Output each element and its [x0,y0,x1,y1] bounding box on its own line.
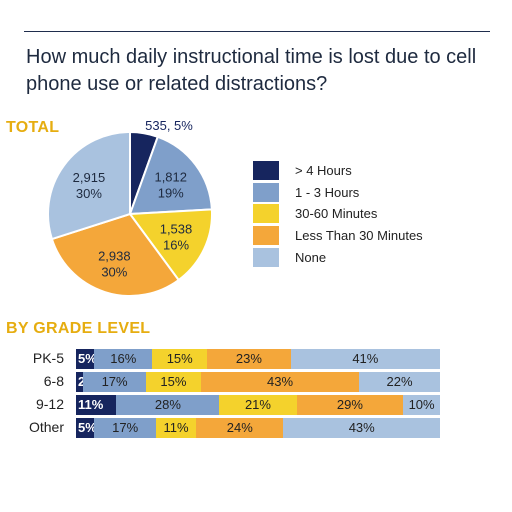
bar-track: 11% 28% 21% 29% 10% [76,395,440,415]
pie-label-pct: 30% [101,264,127,279]
bar-category-label: 9-12 [35,396,64,412]
bar-track: 2% 17% 15% 43% 22% [76,372,440,392]
bar-track: 5% 17% 11% 24% 43% [76,418,440,438]
bar-segment: 5% [76,349,97,369]
bar-row-6-8: 6-8 2% 17% 15% 43% 22% [0,372,512,392]
bar-segment: 15% [152,349,208,369]
bar-segment: 24% [196,418,284,438]
bar-track: 5% 16% 15% 23% 41% [76,349,440,369]
bar-segment-label: 17% [101,374,128,389]
bar-segment-label: 16% [110,351,137,366]
bar-segment-label: 15% [160,374,187,389]
bar-row-9-12: 9-12 11% 28% 21% 29% 10% [0,395,512,415]
bar-segment: 43% [283,418,440,438]
bar-segment: 5% [76,418,97,438]
bar-segment: 10% [403,395,440,415]
bar-category-label: Other [28,419,64,435]
bar-segment-label: 21% [244,397,271,412]
bar-segment-label: 11% [163,420,189,435]
bar-segment: 15% [145,372,201,392]
bar-segment-label: 28% [154,397,181,412]
legend-swatch [253,204,279,224]
pie-slice-30-60-minutes [128,208,213,282]
bar-category-label: 6-8 [43,373,64,389]
legend: > 4 Hours 1 - 3 Hours 30-60 Minutes Less Th… [253,160,423,268]
legend-label: > 4 Hours [295,163,352,179]
bar-segment-label: 43% [267,374,294,389]
bar-segment-label: 23% [235,351,262,366]
legend-label: Less Than 30 Minutes [295,228,423,244]
legend-swatch [253,226,279,246]
bar-segment: 17% [94,418,157,438]
bar-segment-label: 15% [166,351,193,366]
pie-label-count: 2,938 [98,248,131,263]
bar-segment: 2% [76,372,97,392]
legend-swatch [253,182,279,202]
bar-segment: 11% [76,395,117,415]
bar-segment: 17% [83,372,146,392]
bar-segment: 21% [219,395,297,415]
bar-segment: 28% [116,395,220,415]
legend-item: > 4 Hours [253,160,423,182]
pie-label-text: 535, 5% [145,118,193,133]
bar-row-other: Other 5% 17% 11% 24% 43% [0,418,512,438]
bar-segment-label: 43% [348,420,375,435]
bar-segment: 43% [200,372,360,392]
bar-segment-label: 5% [78,351,97,366]
bar-segment-label: 11% [78,397,104,412]
bar-segment-label: 17% [112,420,139,435]
title-rule [24,31,490,32]
pie-label-count: 1,812 [154,170,187,185]
bar-segment-label: 5% [78,420,97,435]
chart-title: How much daily instructional time is los… [26,46,477,95]
bar-segment: 23% [207,349,291,369]
legend-label: None [295,249,327,265]
bar-segment: 16% [94,349,153,369]
legend-swatch [253,247,279,267]
bar-row-pk-5: PK-5 5% 16% 15% 23% 41% [0,349,512,369]
legend-item: 1 - 3 Hours [253,182,423,204]
legend-label: 1 - 3 Hours [295,184,360,200]
legend-label: 30-60 Minutes [295,206,378,222]
bar-segment-label: 10% [408,397,435,412]
pie-label-pct: 16% [163,238,189,253]
legend-item: Less Than 30 Minutes [253,225,423,247]
bar-segment-label: 29% [336,397,363,412]
bar-segment-label: 22% [386,374,413,389]
bar-segment: 41% [290,349,440,369]
bar-segment: 22% [359,372,440,392]
pie-label-count: 2,915 [73,170,106,185]
bar-segment: 11% [156,418,197,438]
bar-segment: 29% [296,395,404,415]
bar-category-label: PK-5 [32,350,64,366]
total-heading: TOTAL [6,119,60,136]
bar-segment-label: 41% [352,351,379,366]
pie-label-pct: 19% [158,186,184,201]
grade-heading: BY GRADE LEVEL [6,320,151,337]
pie-slice-less-than-30-minutes [50,212,181,297]
bar-segment-label: 24% [226,420,253,435]
pie-label-pct: 30% [76,186,102,201]
legend-item: 30-60 Minutes [253,203,423,225]
pie-label-count: 1,538 [160,222,193,237]
pie-label: 535, 5% [145,118,193,133]
legend-swatch [253,161,279,181]
legend-item: None [253,246,423,268]
pie-slice-1-3-hours [128,135,213,216]
pie-slice-none [47,130,131,241]
